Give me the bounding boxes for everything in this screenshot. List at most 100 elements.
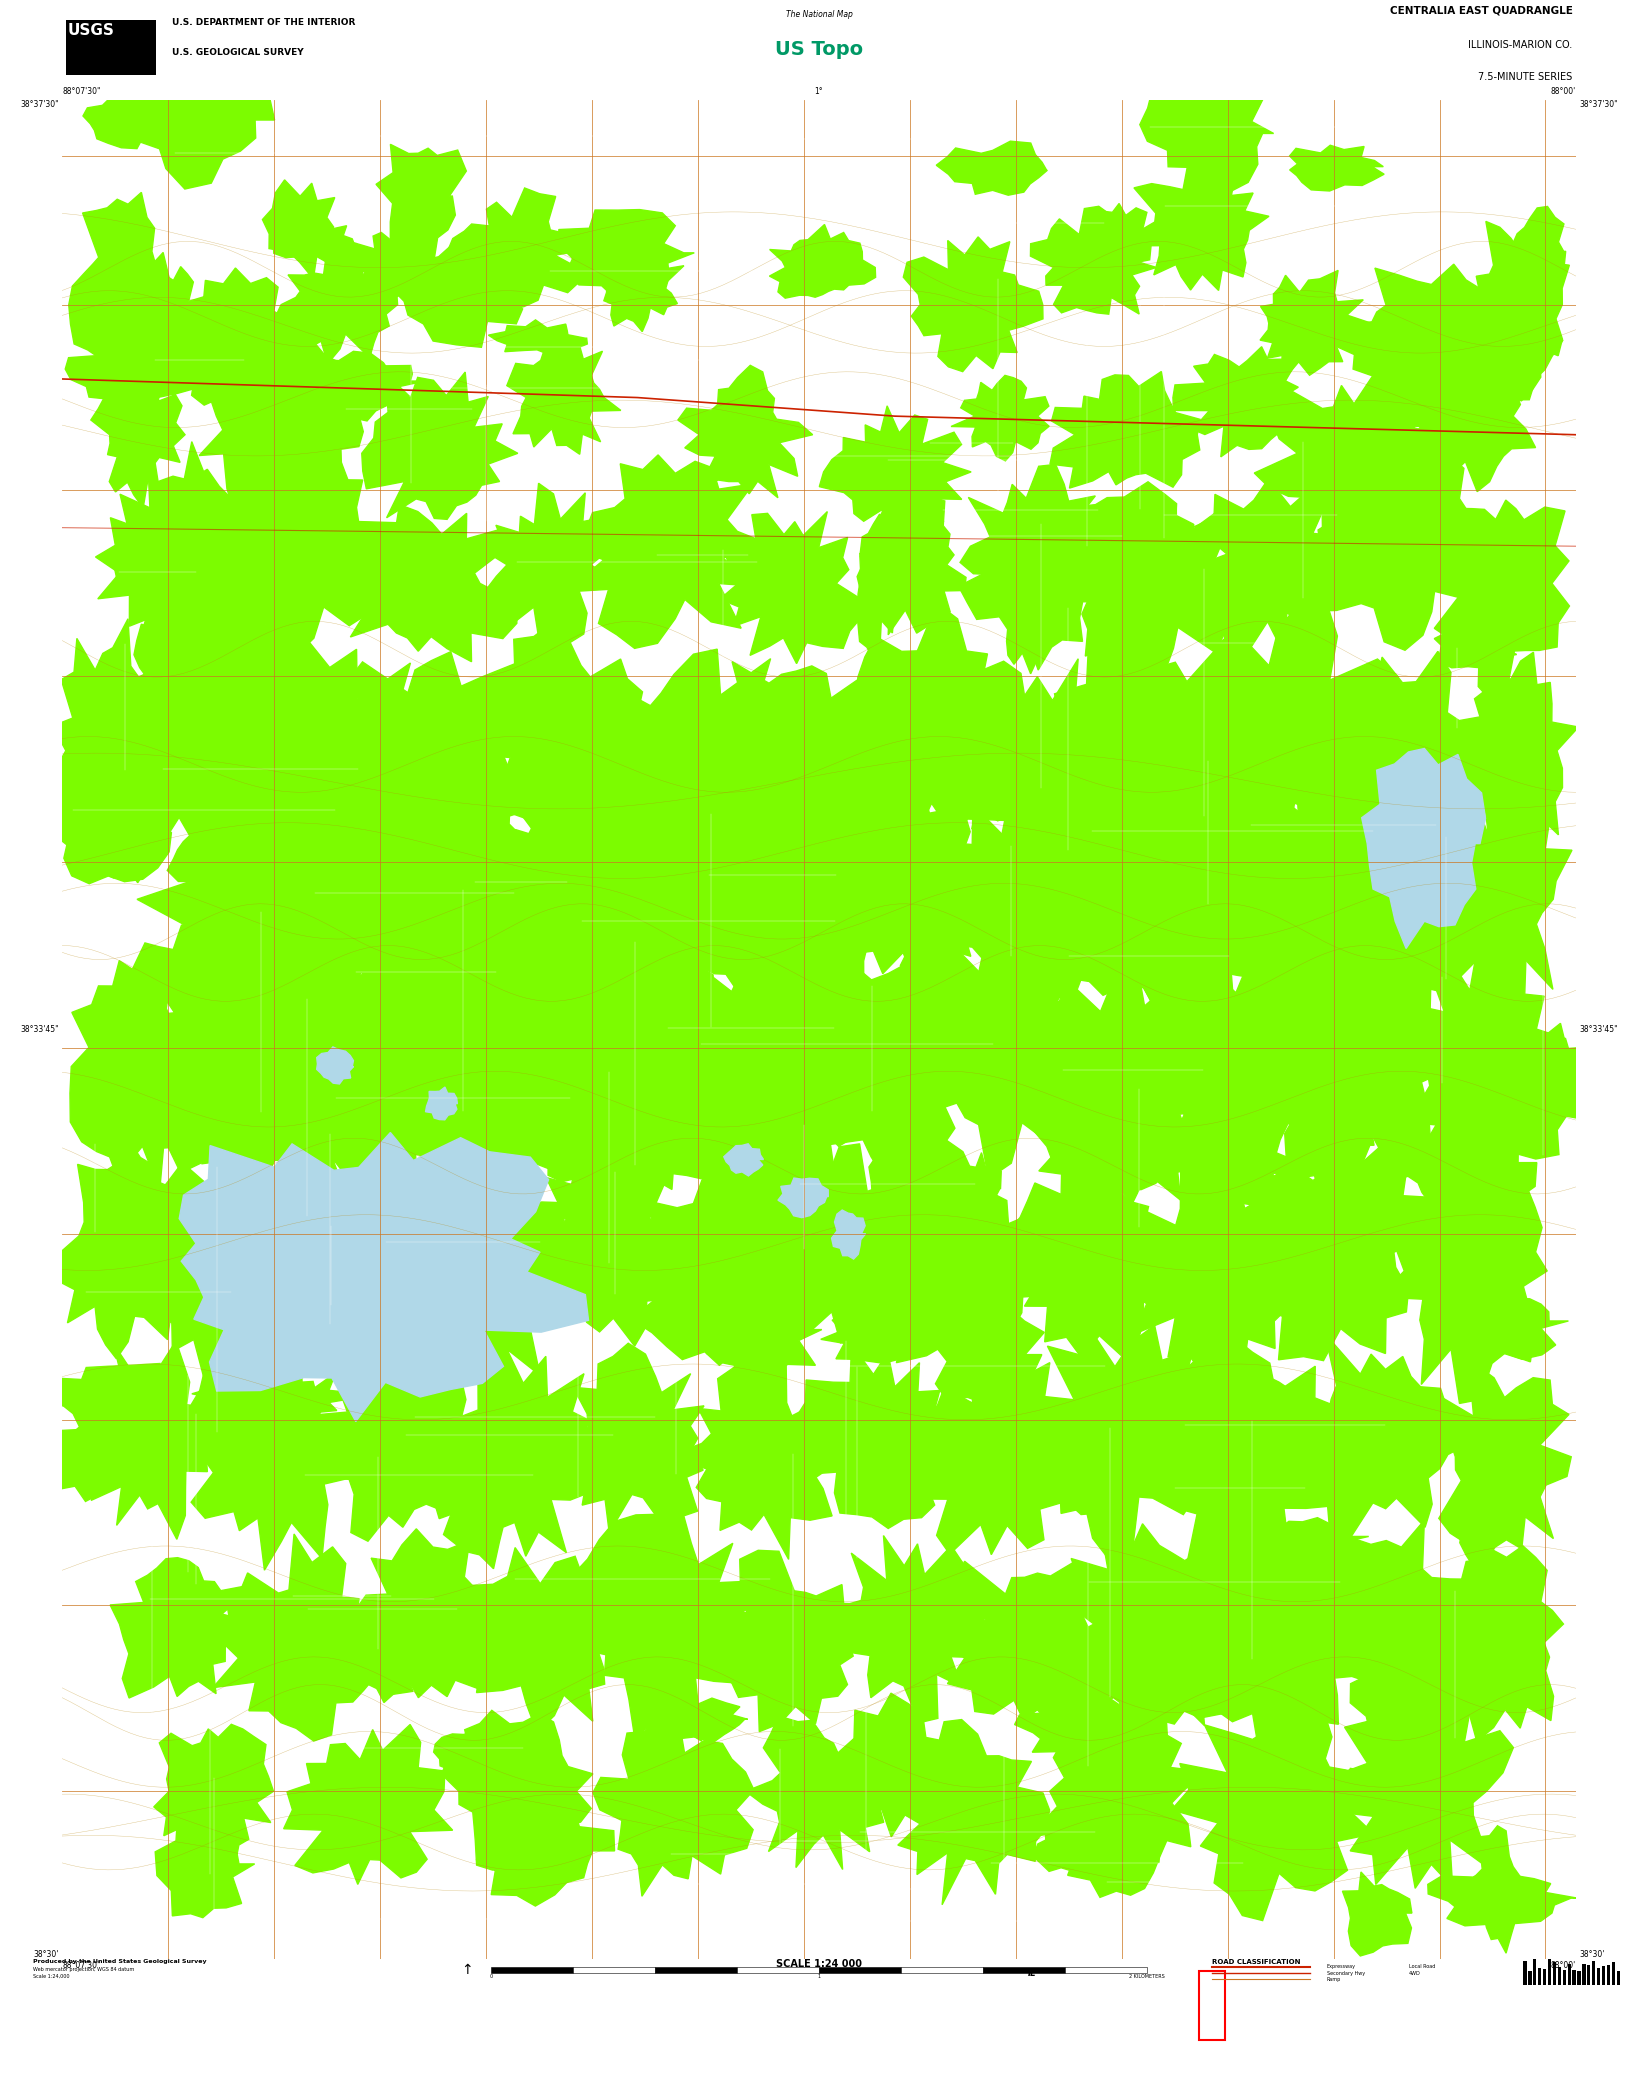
Polygon shape — [390, 1150, 588, 1386]
Polygon shape — [870, 1153, 1081, 1391]
Polygon shape — [1366, 977, 1437, 1077]
Polygon shape — [213, 1535, 401, 1741]
Polygon shape — [274, 246, 398, 363]
Polygon shape — [482, 482, 616, 645]
Polygon shape — [1333, 1691, 1514, 1888]
Text: 38°30': 38°30' — [1579, 1950, 1604, 1959]
Polygon shape — [506, 342, 621, 455]
Polygon shape — [283, 1725, 452, 1883]
Polygon shape — [988, 990, 1038, 1046]
Polygon shape — [937, 142, 1047, 194]
Polygon shape — [95, 509, 203, 626]
Text: Web mercator projection; WGS 84 datum
Scale 1:24,000: Web mercator projection; WGS 84 datum Sc… — [33, 1967, 134, 1977]
Polygon shape — [577, 649, 788, 904]
Polygon shape — [198, 430, 411, 660]
Polygon shape — [999, 589, 1050, 674]
Polygon shape — [188, 1351, 370, 1570]
Polygon shape — [326, 651, 537, 858]
Polygon shape — [118, 583, 310, 892]
Polygon shape — [695, 662, 903, 854]
Bar — [1533, 1959, 1536, 1986]
Text: 38°37'30": 38°37'30" — [20, 100, 59, 109]
Polygon shape — [301, 735, 568, 1031]
Polygon shape — [113, 1163, 321, 1384]
Polygon shape — [1122, 948, 1360, 1209]
Polygon shape — [947, 660, 1153, 883]
Polygon shape — [1191, 1138, 1291, 1217]
Polygon shape — [179, 1132, 588, 1422]
Polygon shape — [1422, 789, 1572, 1002]
Polygon shape — [1435, 626, 1517, 668]
Text: ROAD CLASSIFICATION: ROAD CLASSIFICATION — [1212, 1959, 1301, 1965]
Polygon shape — [362, 372, 518, 520]
Polygon shape — [1402, 1121, 1474, 1209]
Polygon shape — [342, 226, 454, 307]
Bar — [1548, 1959, 1551, 1986]
Polygon shape — [903, 236, 1043, 372]
Bar — [1538, 1967, 1541, 1986]
Polygon shape — [832, 1211, 865, 1259]
Polygon shape — [288, 351, 395, 428]
Bar — [737, 1967, 819, 1973]
Bar — [1587, 1965, 1590, 1986]
Polygon shape — [134, 614, 228, 704]
Polygon shape — [526, 885, 752, 1192]
Polygon shape — [727, 787, 852, 889]
Polygon shape — [1158, 750, 1387, 1017]
Bar — [1199, 1971, 1225, 2040]
Polygon shape — [1207, 735, 1335, 787]
Polygon shape — [364, 887, 498, 983]
Polygon shape — [857, 491, 966, 635]
Polygon shape — [90, 376, 185, 507]
Bar — [66, 21, 156, 75]
Bar — [1582, 1965, 1586, 1986]
Polygon shape — [105, 54, 275, 190]
Polygon shape — [1030, 207, 1156, 313]
Polygon shape — [1032, 722, 1137, 796]
Polygon shape — [183, 645, 331, 708]
Polygon shape — [907, 645, 1040, 779]
Polygon shape — [713, 1422, 822, 1489]
Bar — [1558, 1967, 1561, 1986]
Polygon shape — [570, 1499, 755, 1741]
Polygon shape — [1343, 501, 1379, 560]
Text: U.S. DEPARTMENT OF THE INTERIOR: U.S. DEPARTMENT OF THE INTERIOR — [172, 19, 355, 27]
Polygon shape — [167, 823, 311, 885]
Text: 88°00': 88°00' — [1551, 88, 1576, 96]
Polygon shape — [1050, 372, 1201, 489]
Polygon shape — [70, 944, 195, 1190]
Polygon shape — [426, 1088, 457, 1119]
Polygon shape — [1034, 1326, 1210, 1562]
Polygon shape — [911, 783, 1137, 1036]
Polygon shape — [935, 1290, 1045, 1418]
Polygon shape — [532, 1146, 703, 1347]
Polygon shape — [477, 1800, 614, 1906]
Polygon shape — [1278, 1334, 1479, 1539]
Polygon shape — [678, 365, 812, 497]
Polygon shape — [1278, 704, 1378, 841]
Polygon shape — [1042, 750, 1274, 1025]
Polygon shape — [667, 1355, 855, 1560]
Polygon shape — [1397, 338, 1535, 491]
Polygon shape — [442, 1710, 593, 1875]
Polygon shape — [391, 1167, 437, 1261]
Polygon shape — [771, 954, 996, 1188]
Polygon shape — [835, 1693, 952, 1837]
Polygon shape — [557, 823, 629, 933]
Polygon shape — [1455, 651, 1579, 835]
Polygon shape — [110, 1558, 259, 1698]
Polygon shape — [1469, 221, 1569, 401]
Polygon shape — [180, 1125, 337, 1169]
Polygon shape — [867, 1138, 1001, 1234]
Text: Ramp: Ramp — [1327, 1977, 1342, 1982]
Polygon shape — [945, 1562, 1115, 1727]
Polygon shape — [1379, 1150, 1548, 1403]
Text: 4WD: 4WD — [1409, 1971, 1420, 1975]
Polygon shape — [1304, 651, 1514, 900]
Polygon shape — [958, 528, 1091, 633]
Polygon shape — [442, 188, 593, 311]
Polygon shape — [1386, 1762, 1441, 1854]
Polygon shape — [1035, 1823, 1096, 1871]
Polygon shape — [1038, 633, 1292, 887]
Polygon shape — [1337, 1769, 1387, 1814]
